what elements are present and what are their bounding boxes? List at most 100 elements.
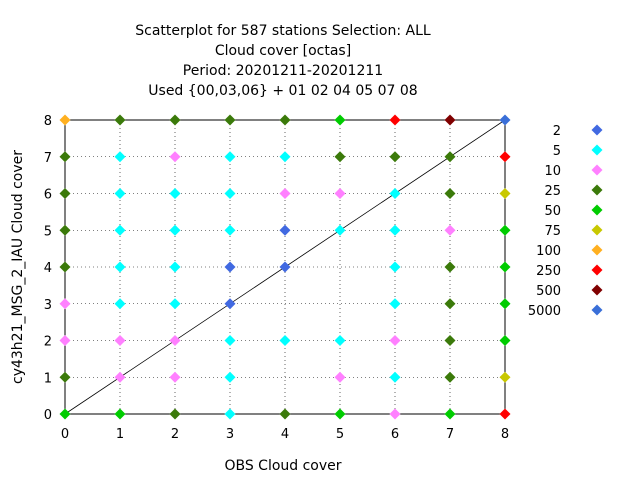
y-tick-label: 6 — [44, 188, 52, 203]
data-point — [444, 335, 456, 346]
y-tick-label: 5 — [44, 224, 52, 239]
data-point — [499, 114, 511, 126]
data-point — [114, 371, 126, 383]
data-point — [499, 224, 511, 236]
data-point — [444, 151, 456, 163]
data-points — [59, 114, 511, 420]
data-point — [169, 298, 181, 310]
data-point — [389, 298, 401, 310]
x-tick-label: 2 — [171, 427, 179, 442]
x-tick-label: 7 — [446, 427, 454, 442]
y-tick-label: 7 — [44, 151, 52, 166]
data-point — [389, 224, 401, 236]
data-point — [114, 151, 126, 163]
legend-label: 2 — [553, 124, 561, 139]
data-point — [169, 335, 181, 346]
legend-label: 75 — [544, 224, 561, 239]
x-tick-label: 5 — [336, 427, 344, 442]
title-line-1: Scatterplot for 587 stations Selection: … — [135, 23, 431, 39]
data-point — [224, 408, 236, 420]
data-point — [59, 408, 71, 420]
data-point — [169, 224, 181, 236]
data-point — [279, 188, 291, 199]
data-point — [279, 335, 291, 346]
legend-label: 250 — [536, 264, 561, 279]
data-point — [114, 298, 126, 310]
legend-label: 10 — [544, 164, 561, 179]
data-point — [224, 114, 236, 126]
data-point — [224, 335, 236, 346]
legend-label: 500 — [536, 284, 561, 299]
data-point — [389, 188, 401, 199]
data-point — [444, 224, 456, 236]
data-point — [224, 298, 236, 310]
data-point — [499, 298, 511, 310]
data-point — [59, 188, 71, 199]
data-point — [279, 151, 291, 163]
data-point — [444, 114, 456, 126]
legend-marker — [591, 184, 603, 196]
data-point — [224, 371, 236, 383]
y-tick-label: 1 — [44, 371, 52, 386]
data-point — [169, 408, 181, 420]
y-axis-label: cy43h21_MSG_2_IAU Cloud cover — [10, 150, 26, 384]
data-point — [389, 408, 401, 420]
legend-marker — [591, 224, 603, 236]
y-axis-ticks: 0 1 2 3 4 5 6 7 8 — [44, 114, 505, 423]
data-point — [169, 261, 181, 273]
data-point — [169, 114, 181, 126]
x-axis-label: OBS Cloud cover — [224, 458, 341, 474]
data-point — [334, 224, 346, 236]
x-tick-label: 4 — [281, 427, 289, 442]
data-point — [114, 261, 126, 273]
data-point — [279, 261, 291, 273]
data-point — [389, 261, 401, 273]
data-point — [444, 298, 456, 310]
legend-marker — [591, 144, 603, 156]
data-point — [334, 371, 346, 383]
legend-marker — [591, 164, 603, 176]
data-point — [499, 408, 511, 420]
y-tick-label: 3 — [44, 298, 52, 313]
y-tick-label: 2 — [44, 335, 52, 350]
data-point — [114, 114, 126, 126]
y-tick-label: 8 — [44, 114, 52, 129]
chart-title: Scatterplot for 587 stations Selection: … — [135, 23, 431, 99]
data-point — [499, 335, 511, 346]
data-point — [114, 408, 126, 420]
legend-marker — [591, 204, 603, 216]
data-point — [114, 224, 126, 236]
legend-label: 100 — [536, 244, 561, 259]
data-point — [114, 335, 126, 346]
data-point — [334, 114, 346, 126]
data-point — [334, 408, 346, 420]
data-point — [334, 188, 346, 199]
legend-label: 5 — [553, 144, 561, 159]
x-tick-label: 6 — [391, 427, 399, 442]
y-tick-label: 4 — [44, 261, 52, 276]
data-point — [334, 151, 346, 163]
title-line-3: Period: 20201211-20201211 — [183, 63, 383, 79]
y-tick-label: 0 — [44, 408, 52, 423]
legend-marker — [591, 304, 603, 316]
title-line-2: Cloud cover [octas] — [215, 43, 351, 59]
data-point — [499, 151, 511, 163]
data-point — [389, 151, 401, 163]
data-point — [59, 114, 71, 126]
x-tick-label: 8 — [501, 427, 509, 442]
data-point — [334, 335, 346, 346]
data-point — [59, 335, 71, 346]
data-point — [169, 188, 181, 199]
data-point — [444, 188, 456, 199]
data-point — [444, 371, 456, 383]
legend-marker — [591, 264, 603, 276]
data-point — [59, 298, 71, 310]
data-point — [169, 151, 181, 163]
data-point — [499, 371, 511, 383]
data-point — [279, 114, 291, 126]
data-point — [444, 408, 456, 420]
data-point — [279, 224, 291, 236]
legend-marker — [591, 244, 603, 256]
data-point — [59, 151, 71, 163]
